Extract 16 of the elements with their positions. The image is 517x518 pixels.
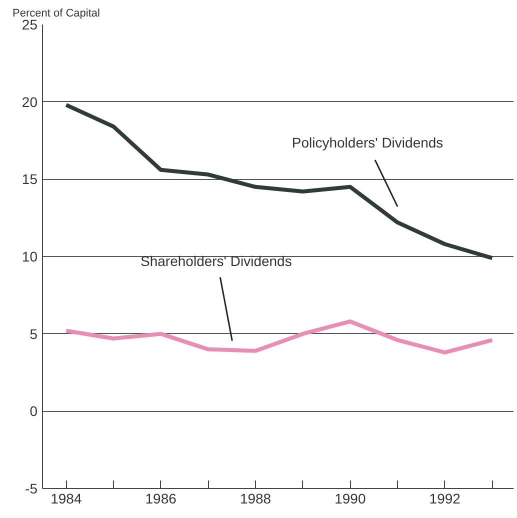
y-tick-label: 20 (22, 94, 38, 110)
y-axis-title: Percent of Capital (12, 8, 100, 20)
text: Shareholders' Dividends (140, 252, 292, 269)
y-tick-label: -5 (25, 480, 38, 496)
x-tick-label: 1992 (429, 490, 461, 506)
text: Policyholders' Dividends (292, 134, 444, 151)
x-tick-label: 1986 (145, 490, 177, 506)
y-tick-label: 10 (22, 248, 38, 264)
y-tick-label: 15 (22, 171, 38, 188)
y-tick-label: 5 (30, 326, 38, 342)
x-tick-label: 1990 (334, 490, 366, 506)
x-tick-label: 1984 (50, 490, 82, 506)
line-series (64, 319, 494, 354)
x-tick-label: 1988 (240, 490, 272, 506)
y-tick-label: 0 (30, 403, 38, 420)
y-tick-label: 25 (22, 16, 38, 32)
